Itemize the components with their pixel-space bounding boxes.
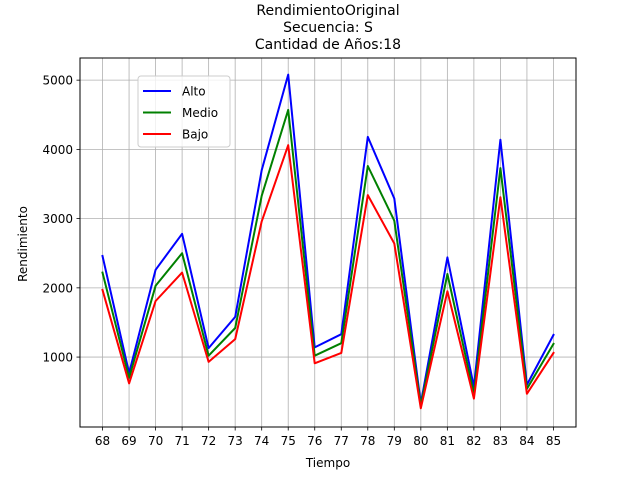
legend: Alto Medio Bajo	[137, 75, 231, 148]
x-axis-label: Tiempo	[305, 456, 350, 470]
x-axis-ticks: 68 69 70 71 72 73 74 75 76 77 78 79 80 81 82 83 84 85	[95, 427, 561, 448]
x-tick-label: 69	[121, 434, 136, 448]
chart-title-line-3: Cantidad de Años:18	[255, 37, 401, 53]
x-tick-label: 85	[546, 434, 561, 448]
series-lines	[101, 73, 555, 410]
x-tick-label: 83	[493, 434, 508, 448]
legend-label: Alto	[182, 85, 206, 99]
x-tick-label: 77	[334, 434, 349, 448]
series-line-bajo	[101, 144, 555, 410]
legend-label: Bajo	[182, 128, 208, 142]
x-tick-label: 76	[307, 434, 322, 448]
y-axis-label: Rendimiento	[16, 206, 30, 282]
x-tick-label: 74	[254, 434, 269, 448]
x-tick-label: 68	[95, 434, 110, 448]
x-tick-label: 75	[281, 434, 296, 448]
x-tick-label: 70	[148, 434, 163, 448]
x-tick-label: 79	[387, 434, 402, 448]
x-tick-label: 73	[228, 434, 243, 448]
legend-box	[137, 75, 231, 148]
axes-frame	[79, 57, 577, 428]
y-tick-label: 5000	[42, 74, 73, 88]
x-tick-label: 80	[413, 434, 428, 448]
series-line-alto	[101, 73, 555, 405]
y-tick-label: 3000	[42, 212, 73, 226]
x-tick-label: 71	[174, 434, 189, 448]
plot-area: 68 69 70 71 72 73 74 75 76 77 78 79 80 81 82 83 84 85 100…	[42, 57, 577, 448]
y-tick-label: 2000	[42, 281, 73, 295]
x-tick-label: 84	[519, 434, 534, 448]
y-tick-label: 1000	[42, 351, 73, 365]
chart-title: RendimientoOriginal Secuencia: S Cantida…	[255, 3, 401, 53]
chart-title-line-2: Secuencia: S	[283, 20, 373, 36]
x-tick-label: 82	[466, 434, 481, 448]
y-axis-ticks: 1000 2000 3000 4000 5000	[42, 74, 80, 365]
grid-lines	[80, 58, 576, 427]
series-line-medio	[101, 108, 555, 407]
x-tick-label: 81	[440, 434, 455, 448]
chart-title-line-1: RendimientoOriginal	[256, 3, 399, 19]
legend-label: Medio	[182, 106, 218, 120]
x-tick-label: 78	[360, 434, 375, 448]
y-tick-label: 4000	[42, 143, 73, 157]
x-tick-label: 72	[201, 434, 216, 448]
